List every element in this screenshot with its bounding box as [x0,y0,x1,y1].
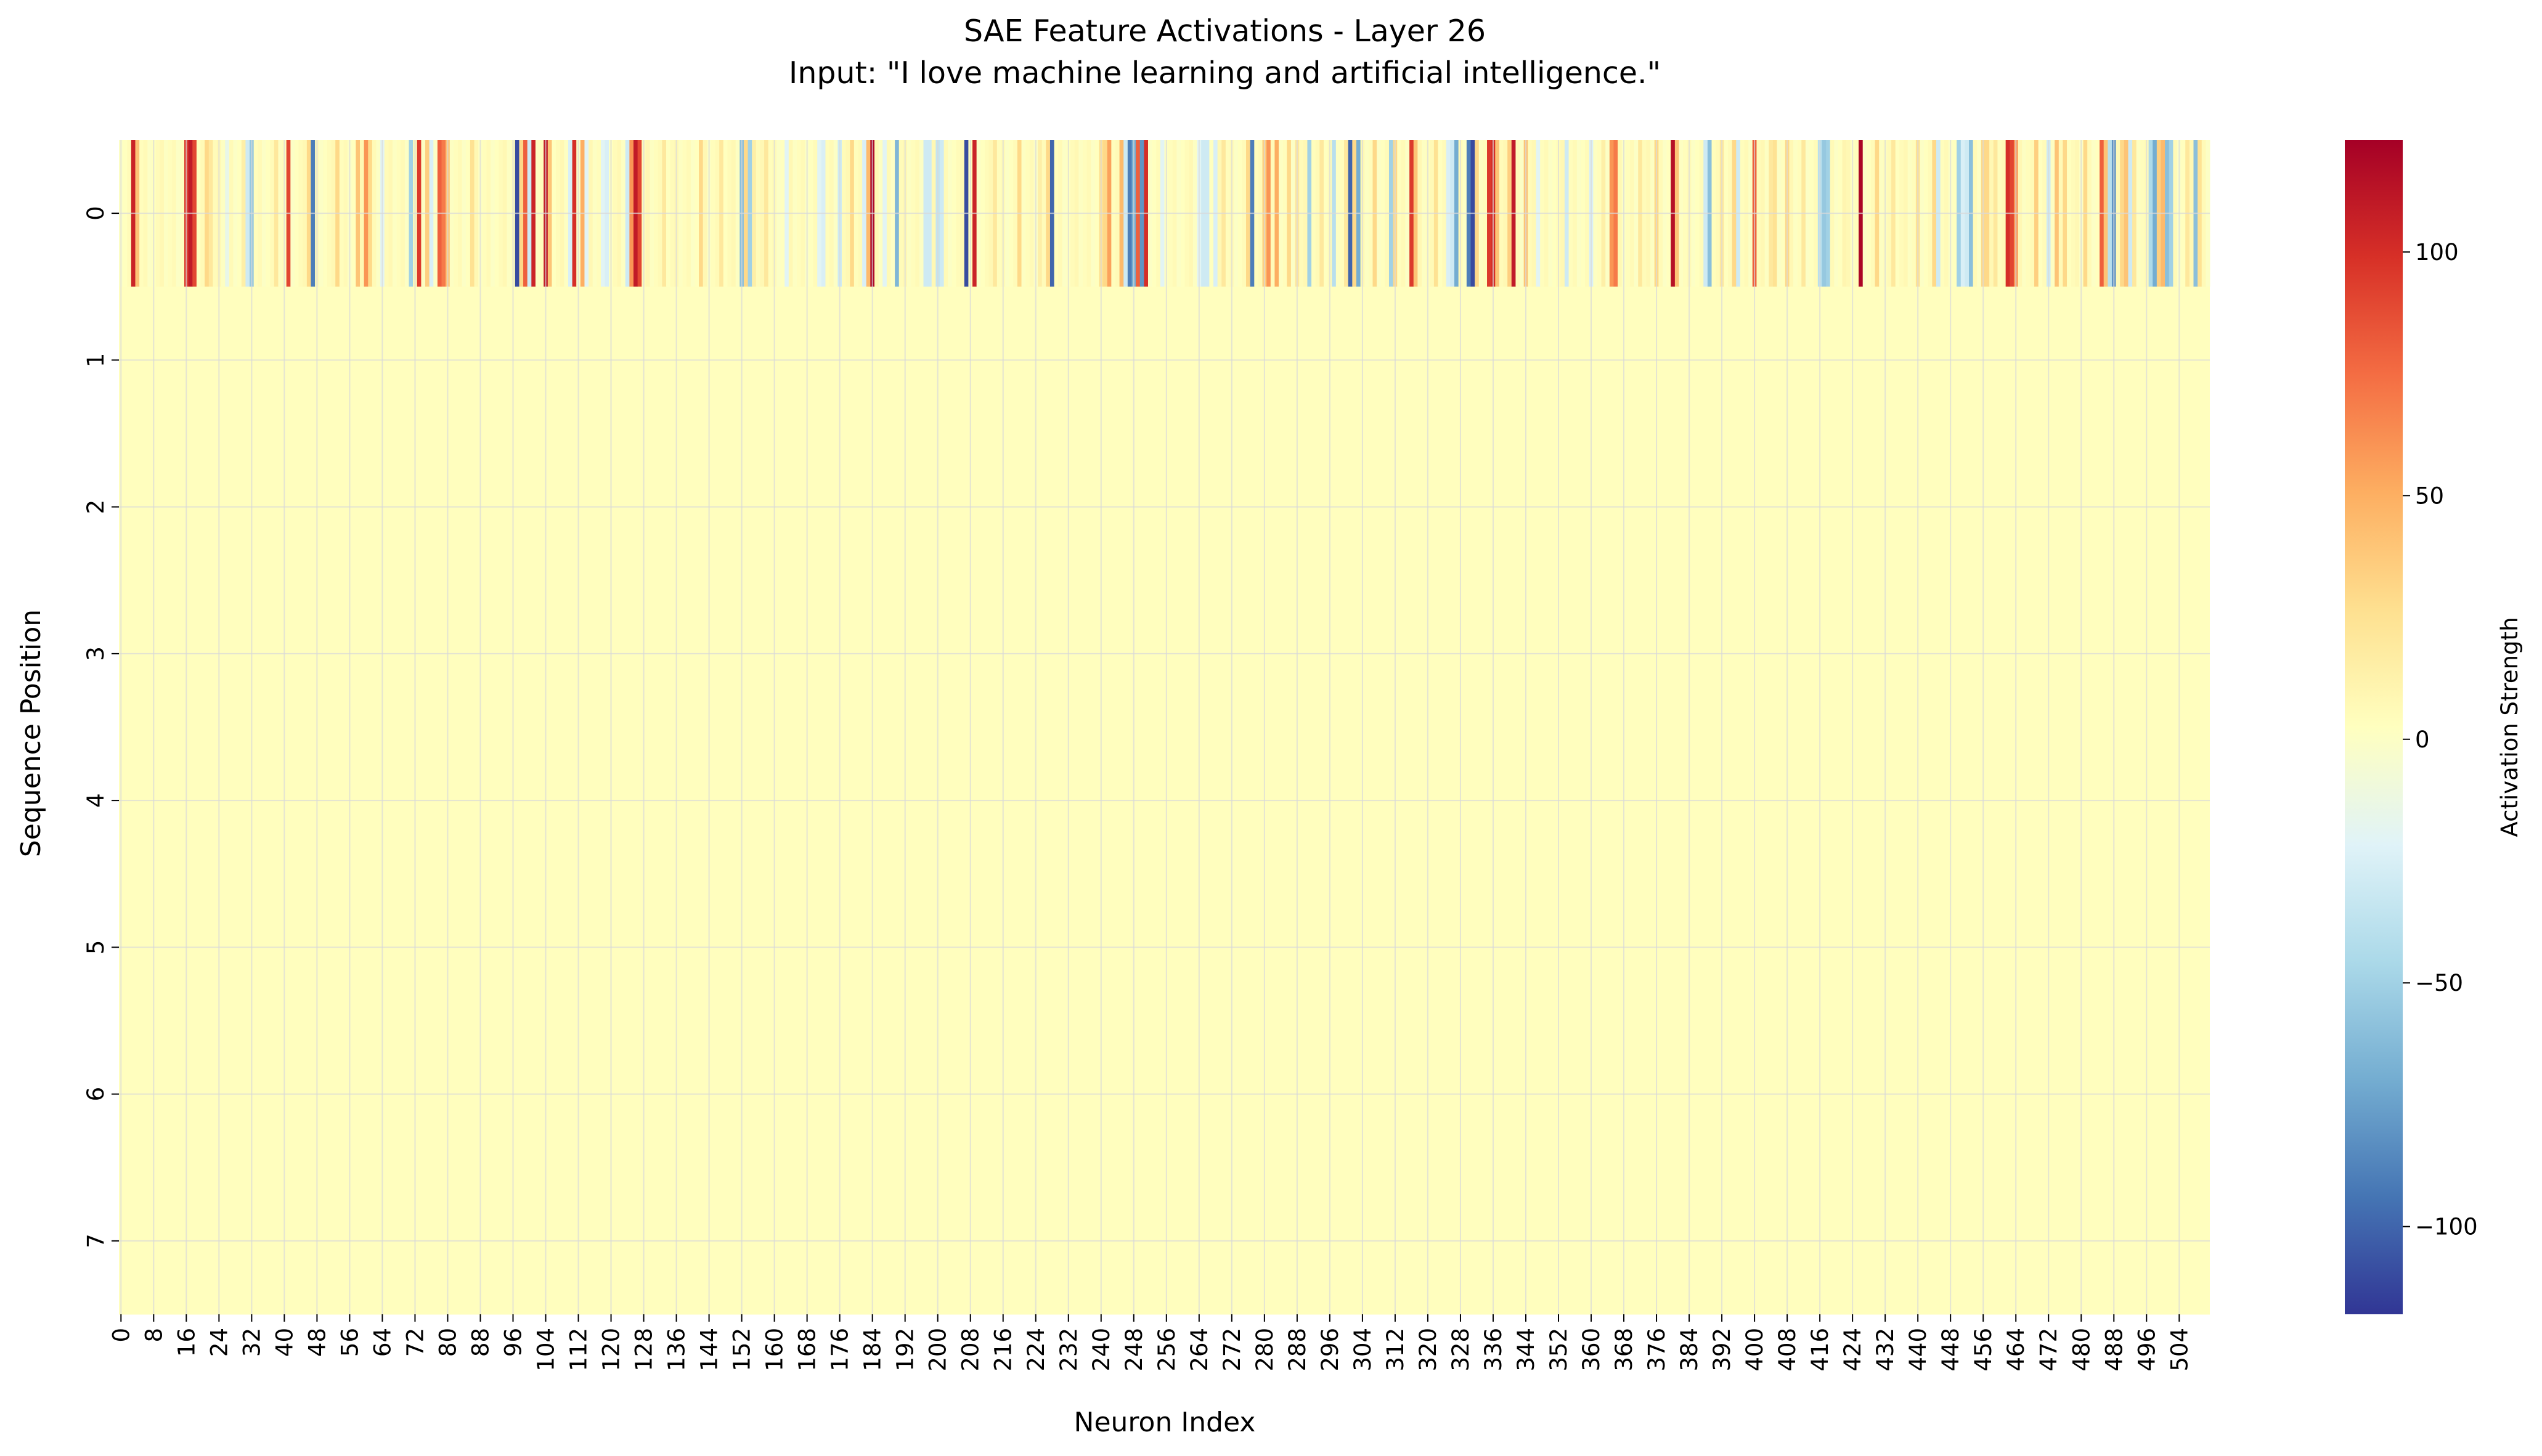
x-tick-label: 368 [1611,1328,1637,1372]
x-tick-label: 200 [925,1328,951,1372]
colorbar-tick-label: −100 [2415,1214,2478,1240]
x-tick-label: 320 [1415,1328,1441,1372]
x-tick-label: 400 [1742,1328,1768,1372]
x-tick-label: 216 [990,1328,1017,1372]
y-tick-label: 5 [83,940,109,955]
x-tick-label: 120 [598,1328,625,1372]
x-tick-label: 296 [1317,1328,1343,1372]
x-tick-label: 176 [827,1328,853,1372]
colorbar-tick-label: −50 [2415,970,2463,996]
heatmap-grid [119,140,2210,1314]
x-tick-label: 416 [1807,1328,1833,1372]
heatmap-cells [119,140,2210,1315]
x-tick-label: 80 [434,1328,461,1357]
x-tick-label: 160 [762,1328,788,1372]
y-tick-label: 3 [83,646,109,661]
y-tick-label: 4 [83,793,109,808]
colorbar-tick-label: 100 [2415,239,2459,266]
x-tick-label: 224 [1023,1328,1049,1372]
x-tick-label: 48 [304,1328,330,1357]
y-tick-label: 6 [83,1087,109,1102]
y-tick-label: 0 [83,206,109,221]
x-tick-label: 112 [566,1328,592,1372]
x-tick-label: 264 [1186,1328,1213,1372]
x-tick-label: 136 [664,1328,690,1372]
y-tick-label: 1 [83,353,109,368]
x-axis-label: Neuron Index [1074,1407,1256,1438]
x-tick-label: 192 [892,1328,919,1372]
x-tick-label: 488 [2101,1328,2127,1372]
x-tick-label: 392 [1709,1328,1735,1372]
x-tick-label: 336 [1480,1328,1507,1372]
x-tick-label: 424 [1839,1328,1866,1372]
colorbar-tick-label: 0 [2415,726,2430,753]
x-tick-label: 456 [1970,1328,1997,1372]
x-tick-label: 472 [2035,1328,2062,1372]
x-tick-label: 496 [2133,1328,2160,1372]
x-tick-label: 184 [860,1328,886,1372]
x-tick-label: 272 [1219,1328,1245,1372]
x-tick-label: 16 [173,1328,200,1357]
x-tick-label: 88 [467,1328,494,1357]
colorbar-ticks: 100 50 0 −50 −100 [2403,239,2478,1240]
colorbar-label: Activation Strength [2496,617,2523,837]
x-axis-ticks: 0 8 16 24 32 40 48 56 64 72 80 88 96 104 112 120 128 136 1… [108,1314,2193,1372]
x-tick-label: 360 [1578,1328,1605,1372]
x-tick-label: 208 [958,1328,984,1372]
y-tick-label: 7 [83,1234,109,1248]
x-tick-label: 408 [1774,1328,1801,1372]
x-tick-label: 232 [1056,1328,1082,1372]
x-tick-label: 376 [1644,1328,1670,1372]
x-tick-label: 96 [500,1328,527,1357]
x-tick-label: 352 [1546,1328,1572,1372]
x-tick-label: 64 [369,1328,396,1357]
y-axis-label: Sequence Position [15,609,47,857]
x-tick-label: 144 [696,1328,723,1372]
x-tick-label: 280 [1252,1328,1278,1372]
chart-subtitle: Input: "I love machine learning and arti… [788,55,1661,91]
x-tick-label: 56 [336,1328,363,1357]
y-axis-ticks: 0 1 2 3 4 5 6 7 [83,206,119,1248]
x-tick-label: 104 [533,1328,560,1372]
x-tick-label: 432 [1872,1328,1899,1372]
x-tick-label: 32 [238,1328,265,1357]
x-tick-label: 384 [1676,1328,1703,1372]
y-tick-label: 2 [83,500,109,514]
x-tick-label: 128 [631,1328,658,1372]
x-tick-label: 256 [1154,1328,1180,1372]
x-tick-label: 448 [1937,1328,1964,1372]
x-tick-label: 440 [1905,1328,1931,1372]
x-tick-label: 312 [1382,1328,1409,1372]
x-tick-label: 8 [141,1328,167,1343]
x-tick-label: 24 [206,1328,232,1357]
x-tick-label: 304 [1350,1328,1376,1372]
x-tick-label: 504 [2166,1328,2193,1372]
x-tick-label: 40 [271,1328,298,1357]
x-tick-label: 328 [1448,1328,1474,1372]
x-tick-label: 152 [729,1328,756,1372]
x-tick-label: 72 [402,1328,428,1357]
x-tick-label: 248 [1121,1328,1147,1372]
x-tick-label: 480 [2068,1328,2095,1372]
x-tick-label: 464 [2003,1328,2029,1372]
colorbar-tick-label: 50 [2415,482,2444,509]
chart-title: SAE Feature Activations - Layer 26 [963,14,1486,49]
x-tick-label: 0 [108,1328,134,1343]
x-tick-label: 288 [1284,1328,1311,1372]
x-tick-label: 344 [1513,1328,1539,1372]
colorbar [2345,140,2403,1314]
x-tick-label: 240 [1088,1328,1115,1372]
x-tick-label: 168 [794,1328,821,1372]
